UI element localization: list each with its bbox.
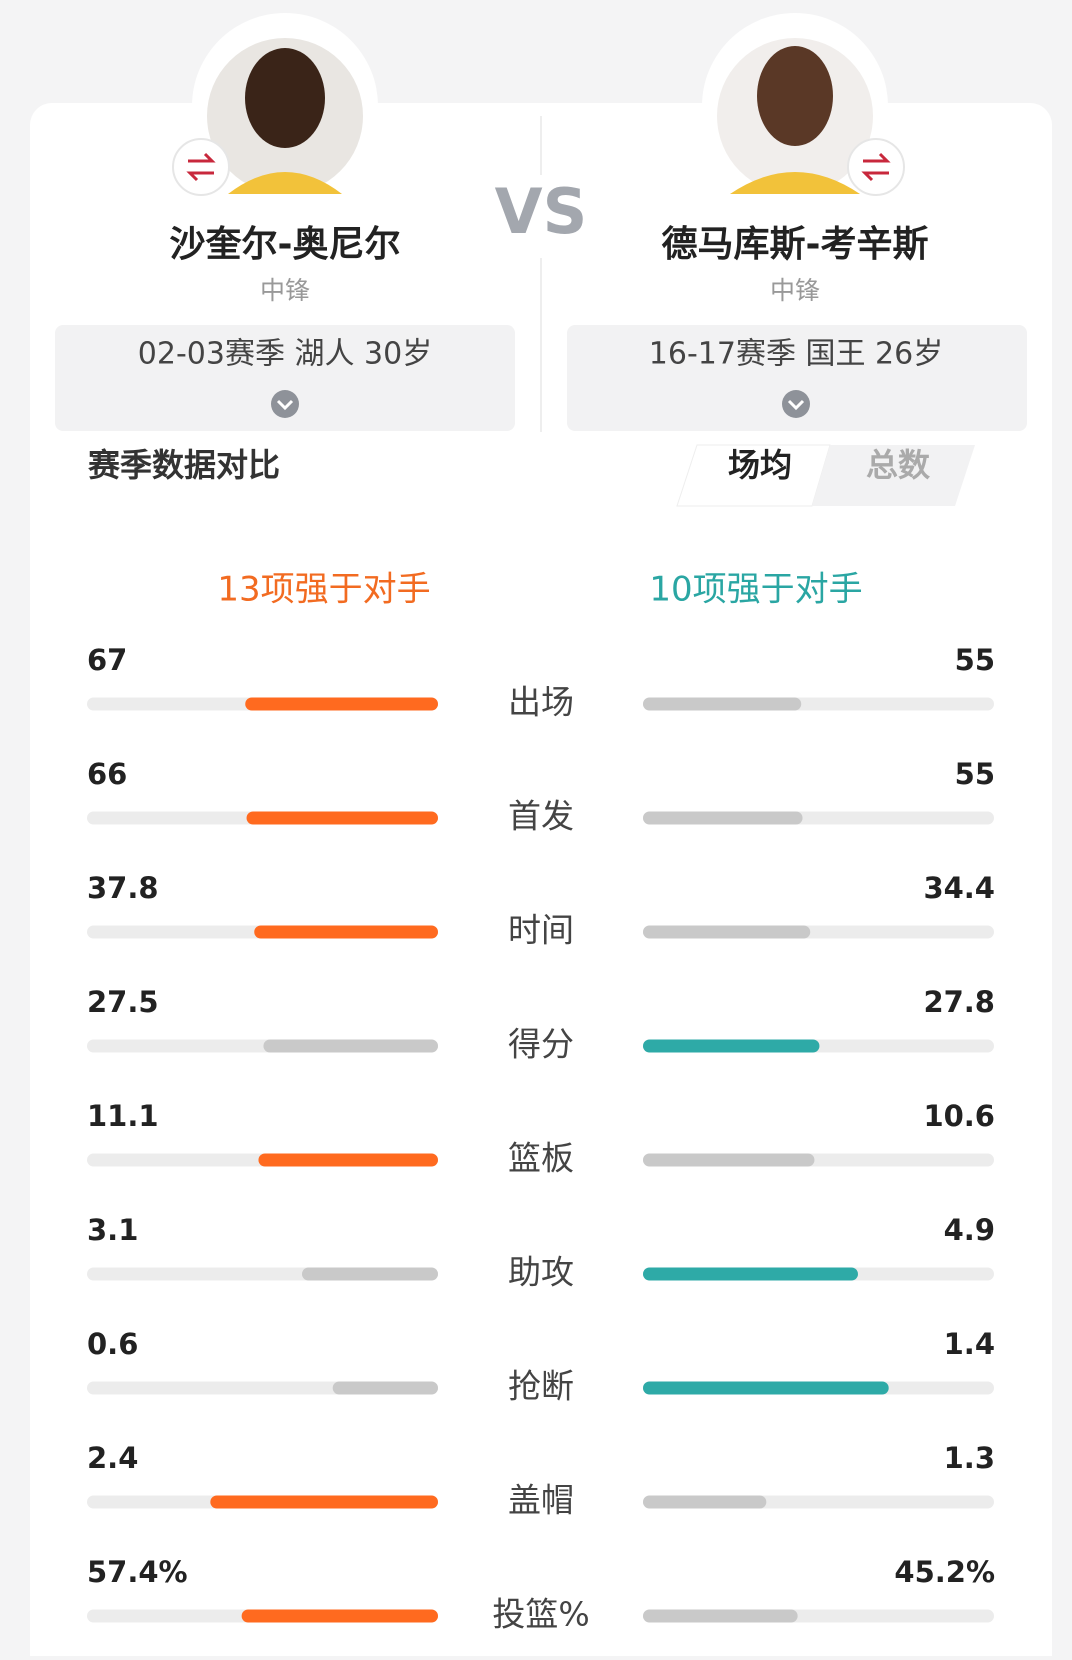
stat-value-left: 11.1 bbox=[87, 1099, 159, 1133]
stat-bar-left bbox=[241, 1609, 438, 1623]
stat-value-right: 4.9 bbox=[944, 1213, 995, 1247]
stat-bar-left bbox=[258, 1153, 438, 1167]
stat-bar-right bbox=[643, 1039, 820, 1053]
season-selector[interactable]: 16-17赛季 国王 26岁 bbox=[567, 325, 1027, 431]
stat-value-left: 2.4 bbox=[87, 1441, 138, 1475]
avatar-right[interactable] bbox=[702, 13, 888, 199]
stat-bar-left bbox=[210, 1495, 438, 1509]
stat-value-left: 27.5 bbox=[87, 985, 159, 1019]
stat-bar-left bbox=[254, 925, 438, 939]
swap-button-right[interactable] bbox=[847, 138, 905, 196]
stat-value-right: 45.2% bbox=[894, 1555, 995, 1589]
stat-label: 篮板 bbox=[508, 1139, 574, 1178]
player-name: 沙奎尔-奥尼尔 bbox=[170, 224, 401, 265]
stat-label: 抢断 bbox=[508, 1367, 574, 1406]
stat-label: 出场 bbox=[508, 683, 574, 722]
stat-bar-right bbox=[643, 1609, 798, 1623]
stat-value-left: 3.1 bbox=[87, 1213, 138, 1247]
stat-bar-right bbox=[643, 811, 803, 825]
stat-bar-left bbox=[246, 811, 438, 825]
stat-bar-right bbox=[643, 925, 811, 939]
stat-value-right: 55 bbox=[955, 643, 995, 677]
section-title: 赛季数据对比 bbox=[88, 446, 280, 484]
stat-label: 投篮% bbox=[492, 1595, 589, 1634]
stat-bar-right bbox=[643, 1495, 767, 1509]
stat-value-left: 0.6 bbox=[87, 1327, 138, 1361]
advantage-count: 10项强于对手 bbox=[649, 570, 862, 610]
season-text[interactable]: 02-03赛季 湖人 30岁 bbox=[138, 337, 432, 372]
tab-label[interactable]: 场均 bbox=[728, 446, 792, 484]
stat-value-right: 55 bbox=[955, 757, 995, 791]
stat-label: 首发 bbox=[508, 797, 574, 836]
player-position: 中锋 bbox=[260, 276, 310, 305]
stat-bar-right bbox=[643, 1267, 858, 1281]
advantage-count: 13项强于对手 bbox=[217, 570, 430, 610]
stat-bar-right bbox=[643, 1381, 889, 1395]
tab-label[interactable]: 总数 bbox=[866, 446, 931, 484]
stats-list: 67 55 出场 66 55 首发 37.8 34.4 时间 27.5 27.8 得分 11.1 10.6… bbox=[87, 643, 995, 1634]
stat-label: 时间 bbox=[508, 911, 574, 950]
tab-group: 场均 总数 bbox=[676, 444, 975, 507]
stat-bar-left bbox=[332, 1381, 438, 1395]
stat-value-right: 34.4 bbox=[923, 871, 995, 905]
stat-value-right: 10.6 bbox=[923, 1099, 995, 1133]
player-position: 中锋 bbox=[770, 276, 820, 305]
stat-value-left: 66 bbox=[87, 757, 127, 791]
stat-bar-left bbox=[245, 697, 438, 711]
stat-label: 盖帽 bbox=[508, 1481, 574, 1520]
vs-label: VS bbox=[495, 175, 588, 248]
stat-value-right: 1.3 bbox=[944, 1441, 995, 1475]
stat-label: 助攻 bbox=[508, 1253, 574, 1292]
season-selector[interactable]: 02-03赛季 湖人 30岁 bbox=[55, 325, 515, 431]
stat-value-right: 27.8 bbox=[923, 985, 995, 1019]
stat-label: 得分 bbox=[508, 1025, 574, 1064]
stat-value-right: 1.4 bbox=[944, 1327, 995, 1361]
stat-bar-left bbox=[301, 1267, 438, 1281]
tab[interactable] bbox=[812, 445, 975, 506]
stat-bar-left bbox=[263, 1039, 438, 1053]
stat-value-left: 57.4% bbox=[87, 1555, 188, 1589]
stat-value-left: 37.8 bbox=[87, 871, 159, 905]
stat-bar-right bbox=[643, 697, 802, 711]
swap-button-left[interactable] bbox=[172, 138, 230, 196]
avatar-left[interactable] bbox=[192, 13, 378, 199]
player-name: 德马库斯-考辛斯 bbox=[662, 224, 929, 265]
stat-value-left: 67 bbox=[87, 643, 127, 677]
season-text[interactable]: 16-17赛季 国王 26岁 bbox=[649, 337, 943, 372]
stat-bar-right bbox=[643, 1153, 815, 1167]
